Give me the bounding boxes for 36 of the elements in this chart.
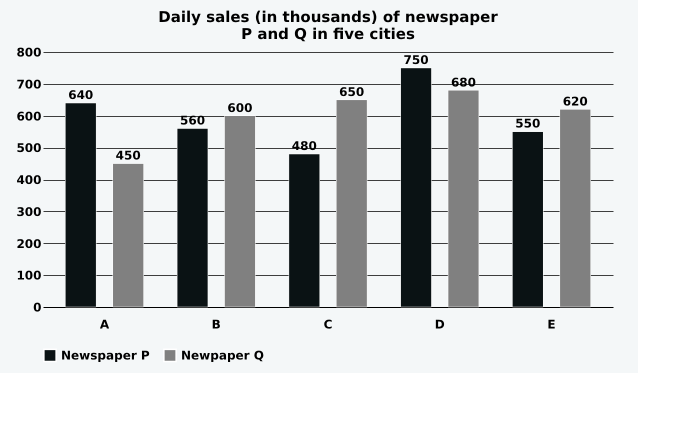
- y-tick-label: 700: [16, 77, 42, 92]
- x-tick-label: C: [324, 318, 333, 332]
- y-tick-label: 200: [16, 236, 42, 251]
- bar: [512, 131, 544, 308]
- bar: [560, 109, 591, 308]
- bar: [288, 154, 320, 308]
- y-tick-label: 0: [33, 300, 42, 314]
- text: P and Q in five cities: [241, 25, 415, 43]
- data-label: 560: [180, 114, 206, 128]
- y-tick-label: 500: [16, 141, 42, 156]
- bar: [176, 128, 208, 308]
- x-tick-label: E: [547, 318, 556, 332]
- data-label: 650: [339, 84, 364, 99]
- y-tick-label: 100: [16, 268, 42, 283]
- bar: [65, 102, 96, 308]
- data-label: 600: [227, 100, 252, 115]
- x-tick-label: A: [100, 318, 110, 332]
- bar: [400, 68, 432, 308]
- bar: [224, 116, 256, 308]
- bar: [448, 90, 480, 308]
- data-label: 640: [68, 88, 94, 102]
- data-label: 620: [562, 94, 588, 108]
- y-tick-label: 400: [16, 173, 42, 187]
- legend-label: Newpaper Q: [181, 348, 264, 362]
- legend-label: Newspaper P: [61, 348, 150, 362]
- data-label: 550: [515, 116, 540, 131]
- x-tick-label: D: [434, 318, 445, 332]
- bar: [112, 163, 144, 308]
- y-tick-label: 800: [16, 46, 42, 60]
- bar: [336, 100, 368, 308]
- y-tick-label: 300: [16, 204, 42, 219]
- text: Daily sales (in thousands) of newspaper: [158, 8, 498, 26]
- data-label: 750: [404, 52, 429, 67]
- y-tick-label: 600: [16, 109, 42, 124]
- data-label: 450: [116, 148, 141, 163]
- x-tick-label: B: [212, 318, 221, 332]
